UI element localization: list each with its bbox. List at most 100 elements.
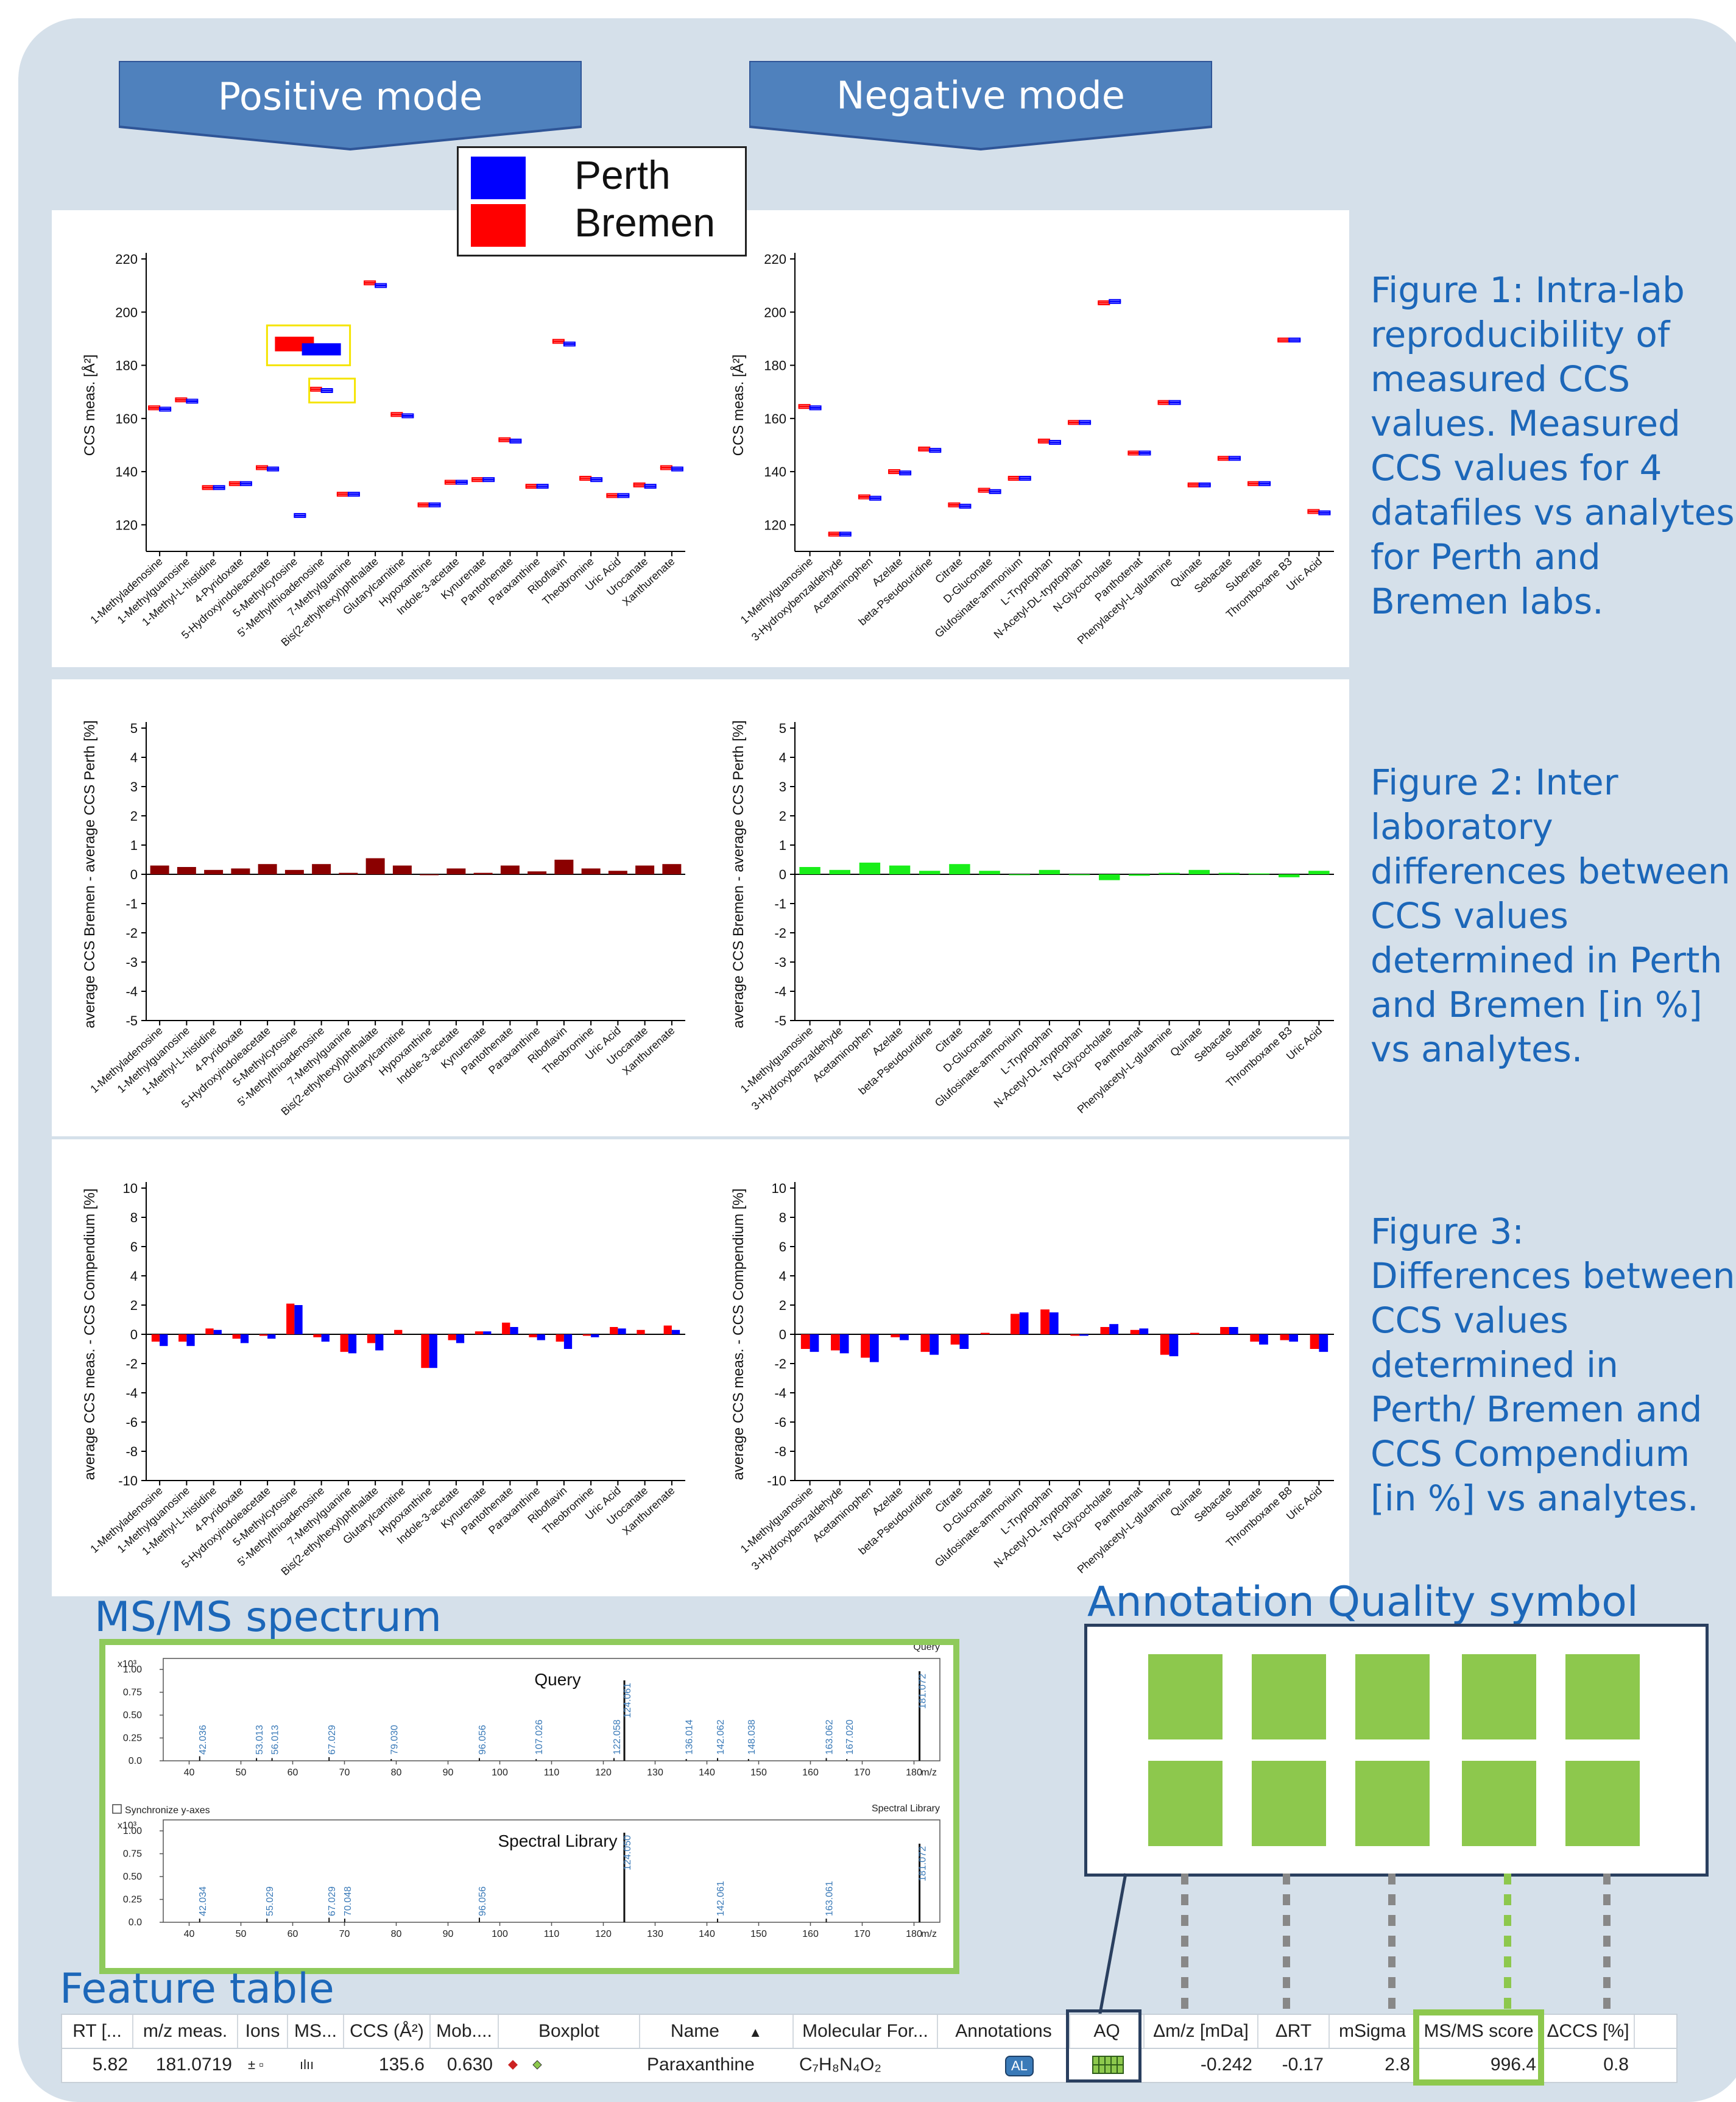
cell-formula[interactable]: C₇H₈N₄O₂ (799, 2054, 881, 2075)
cell-mz[interactable]: 181.0719 (155, 2054, 232, 2075)
box-mark-perth (1048, 440, 1061, 445)
col-header-boxplot[interactable]: Boxplot (499, 2015, 640, 2048)
spectrum-peak-label: 42.036 (198, 1725, 208, 1755)
cell-msigma[interactable]: 2.8 (1385, 2054, 1410, 2075)
y-tick-label: 3 (779, 779, 786, 794)
ions-icon[interactable]: ± ▫ (248, 2057, 264, 2072)
bar-perth (1169, 1334, 1179, 1356)
y-tick-label: 140 (764, 464, 786, 479)
box-mark-perth (239, 481, 252, 486)
bar (500, 865, 520, 874)
cell-drt[interactable]: -0.17 (1282, 2054, 1324, 2075)
col-header-ccs[interactable]: CCS (Å²) (344, 2015, 431, 2048)
aq-grid-icon[interactable] (1090, 2049, 1127, 2081)
spectrum-x-tick-label: 110 (544, 1768, 560, 1778)
spectrum-frame (163, 1819, 940, 1923)
bar-bremen (529, 1334, 537, 1337)
col-header-mz[interactable]: m/z meas. (133, 2015, 238, 2048)
y-axis-label: average CCS Bremen - average CCS Perth [… (82, 720, 98, 1028)
cell-name[interactable]: Paraxanthine (647, 2054, 755, 2075)
col-header-dccs[interactable]: ΔCCS [%] (1542, 2015, 1635, 2048)
bar (949, 864, 970, 874)
bar-bremen (582, 1334, 591, 1336)
col-header-annotations[interactable]: Annotations (938, 2015, 1070, 2048)
sync-label: Synchronize y-axes (125, 1805, 210, 1816)
bar-bremen (421, 1334, 429, 1368)
caption-line: Bremen labs. (1371, 581, 1604, 622)
col-header-drt[interactable]: ΔRT (1258, 2015, 1330, 2048)
caption-line: Figure 1: Intra-lab (1371, 269, 1685, 311)
col-header-formula[interactable]: Molecular For... (794, 2015, 938, 2048)
spectrum-peak-label: 67.029 (327, 1886, 337, 1916)
box-mark-perth (1198, 482, 1211, 487)
spectrum-y-tick-label: 0.75 (123, 1688, 142, 1698)
cell-msms-score[interactable]: 996.4 (1490, 2054, 1536, 2075)
bar-perth (294, 1305, 303, 1334)
aq-square (1565, 1654, 1640, 1739)
col-header-aq[interactable]: AQ (1070, 2015, 1145, 2048)
aq-square (1355, 1761, 1430, 1846)
bar-perth (483, 1331, 492, 1334)
y-tick-label: -3 (125, 955, 138, 970)
caption-line: datafiles vs analytes (1371, 492, 1735, 533)
spectrum-x-tick-label: 80 (391, 1768, 402, 1778)
bar-bremen (980, 1332, 990, 1334)
bar (859, 862, 881, 874)
spectrum-peak-label: 56.013 (270, 1725, 281, 1755)
bar-perth (1109, 1324, 1118, 1334)
bar-perth (160, 1334, 168, 1346)
figure1-panel: 120 140 160 180 200 220 CCS meas. [Å²] 1-Methyl… (52, 210, 1349, 667)
ms-spectrum-icon[interactable]: ılıı (300, 2057, 314, 2072)
y-tick-label: -2 (774, 1356, 786, 1371)
spectrum-x-tick-label: 80 (391, 1929, 402, 1939)
cell-mobility[interactable]: 0.630 (446, 2054, 493, 2075)
col-header-rt[interactable]: RT [... (62, 2015, 133, 2048)
sync-checkbox[interactable] (112, 1804, 122, 1814)
box-mark-perth (1318, 510, 1331, 515)
y-axis-label: CCS meas. [Å²] (81, 355, 98, 456)
aq-square (1252, 1761, 1326, 1846)
bar-perth (1289, 1334, 1298, 1342)
cell-dccs[interactable]: 0.8 (1603, 2054, 1629, 2075)
y-tick-label: -1 (125, 896, 138, 911)
bar (662, 864, 682, 874)
spectrum-x-tick-label: 100 (492, 1929, 508, 1939)
col-header-msigma[interactable]: mSigma (1330, 2015, 1416, 2048)
bar (312, 864, 331, 874)
col-header-mob[interactable]: Mob.... (431, 2015, 499, 2048)
aq-square (1462, 1761, 1536, 1846)
caption-line: CCS Compendium (1371, 1433, 1690, 1474)
y-tick-label: -4 (125, 1385, 138, 1401)
y-tick-label: 160 (764, 411, 786, 426)
legend-swatch-bremen (471, 204, 526, 247)
box-mark-perth (375, 283, 387, 288)
box-mark-perth (1288, 338, 1301, 343)
bar-bremen (1280, 1334, 1290, 1340)
cell-rt[interactable]: 5.82 (92, 2054, 128, 2075)
box-mark-perth (1168, 400, 1181, 405)
bar (608, 871, 627, 874)
col-header-ms[interactable]: MS... (288, 2015, 344, 2048)
spectrum-x-tick-label: 150 (750, 1929, 767, 1939)
bar-bremen (313, 1334, 322, 1337)
spectrum-x-unit: m/z (921, 1929, 937, 1939)
cell-dmz[interactable]: -0.242 (1200, 2054, 1252, 2075)
spectrum-peak-label: 122.058 (612, 1719, 623, 1755)
bar (150, 865, 169, 874)
col-header-ions[interactable]: Ions (238, 2015, 288, 2048)
col-header-name[interactable]: Name ▲ (640, 2015, 794, 2048)
spectrum-y-tick-label: 0.25 (123, 1733, 142, 1744)
boxplot-icon[interactable] (501, 2049, 562, 2081)
spectrum-peak-label: 148.038 (747, 1719, 757, 1755)
box-mark-perth (590, 477, 603, 483)
y-tick-label: 1 (779, 838, 786, 853)
annotation-badge[interactable]: AL (1005, 2049, 1042, 2081)
col-header-dmz[interactable]: Δm/z [mDa] (1145, 2015, 1258, 2048)
bar-perth (930, 1334, 939, 1355)
bar (473, 872, 493, 874)
bar (446, 868, 466, 874)
col-header-msms-score[interactable]: MS/MS score (1416, 2015, 1542, 2048)
feature-table[interactable]: RT [... m/z meas. Ions MS... CCS (Å²) Mo… (61, 2014, 1678, 2083)
cell-ccs[interactable]: 135.6 (378, 2054, 425, 2075)
